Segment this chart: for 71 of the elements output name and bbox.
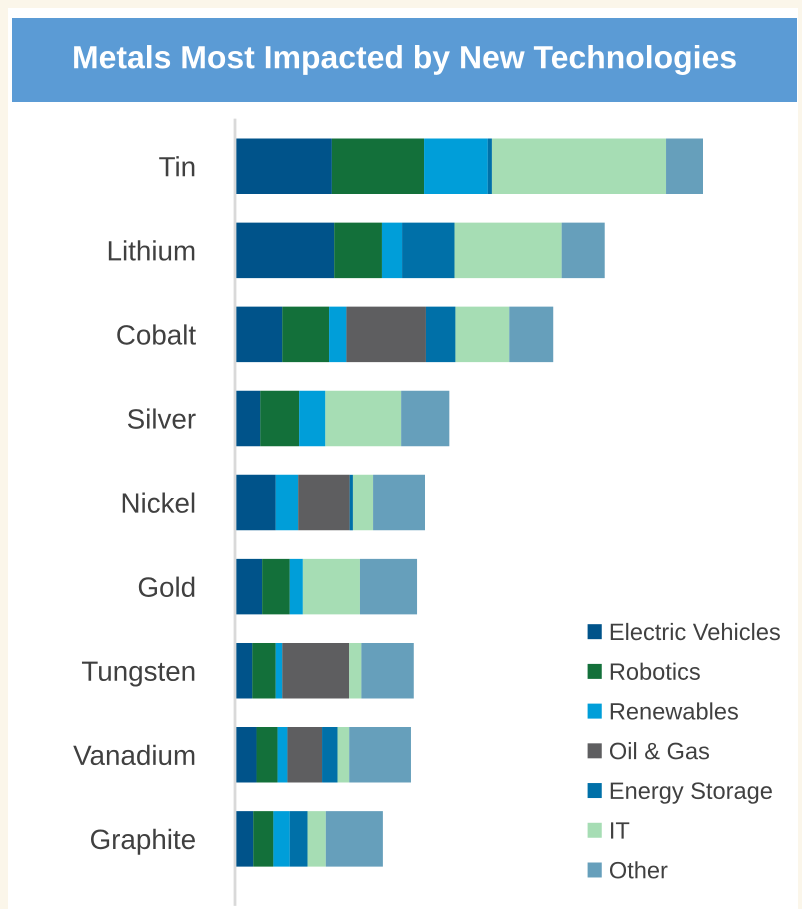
bar <box>252 642 276 698</box>
bar <box>349 642 362 698</box>
bar <box>325 390 402 446</box>
bar <box>235 558 262 614</box>
y-tick-label: Graphite <box>90 828 195 855</box>
bar <box>562 222 605 278</box>
chart-title: Metals Most Impacted by New Technologies <box>74 45 736 75</box>
bar <box>253 811 274 867</box>
bar <box>235 811 254 867</box>
y-tick-label: Cobalt <box>117 324 196 345</box>
bar <box>298 474 350 530</box>
bar <box>349 727 411 783</box>
legend-label: Robotics <box>610 662 700 680</box>
y-tick-label: Gold <box>138 576 194 597</box>
bar <box>424 138 488 194</box>
bar <box>329 306 346 362</box>
legend-label: Renewables <box>610 702 738 720</box>
bar <box>278 727 288 783</box>
bar <box>235 222 334 278</box>
bar <box>322 727 338 783</box>
bar <box>260 390 300 446</box>
bar <box>290 558 303 614</box>
bar <box>235 390 260 446</box>
y-tick-label: Lithium <box>108 240 194 261</box>
bar <box>337 727 350 783</box>
bar <box>299 390 326 446</box>
y-tick-label: Tungsten <box>82 662 194 687</box>
legend-label: Energy Storage <box>610 782 772 804</box>
bar <box>350 474 353 530</box>
legend-label: Other <box>610 861 668 879</box>
bar <box>326 811 383 867</box>
bar <box>454 222 562 278</box>
bar <box>282 306 330 362</box>
bar <box>235 474 276 530</box>
bar <box>426 306 456 362</box>
bar <box>235 306 282 362</box>
bar <box>492 138 666 194</box>
bar <box>235 138 332 194</box>
bar <box>287 727 322 783</box>
bar <box>276 642 282 698</box>
legend-label: Oil & Gas <box>610 742 710 760</box>
bar <box>401 390 450 446</box>
bar <box>361 642 414 698</box>
y-tick-label: Vanadium <box>73 744 194 766</box>
y-tick-label: Silver <box>128 408 196 429</box>
legend-label: IT <box>611 822 630 839</box>
bar <box>282 642 350 698</box>
bar <box>308 811 326 867</box>
bar <box>276 474 298 530</box>
bar <box>262 558 290 614</box>
bar <box>509 306 554 362</box>
bar <box>382 222 402 278</box>
bar <box>455 306 510 362</box>
legend-label: Electric Vehicles <box>610 622 780 640</box>
bar <box>352 474 374 530</box>
bar <box>488 138 492 194</box>
bar <box>302 558 360 614</box>
bar <box>334 222 382 278</box>
y-tick-label: Nickel <box>122 492 194 513</box>
bar <box>273 811 290 867</box>
bar <box>290 811 308 867</box>
bar <box>346 306 426 362</box>
bar <box>360 558 418 614</box>
bar <box>256 727 278 783</box>
bar <box>235 727 257 783</box>
y-tick-label: Tin <box>159 156 194 176</box>
bar <box>235 642 252 698</box>
bar <box>373 474 426 530</box>
bar <box>666 138 703 194</box>
bar <box>402 222 454 278</box>
bar <box>332 138 424 194</box>
